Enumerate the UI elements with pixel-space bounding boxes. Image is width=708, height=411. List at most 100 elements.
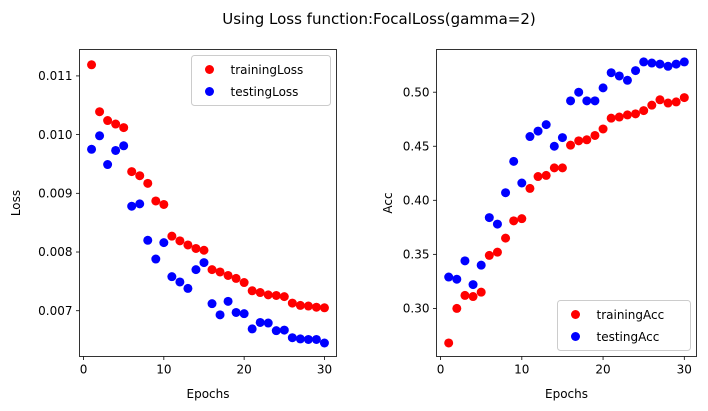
- data-point: [223, 270, 233, 280]
- legend-entry-label: trainingLoss: [231, 63, 304, 77]
- data-point: [452, 274, 462, 284]
- data-point: [295, 300, 305, 310]
- data-point: [549, 141, 559, 151]
- data-point: [671, 97, 681, 107]
- data-point: [175, 277, 185, 287]
- data-point: [239, 278, 249, 288]
- figure-title: Using Loss function:FocalLoss(gamma=2): [222, 10, 535, 28]
- data-point: [127, 167, 137, 177]
- data-point: [533, 172, 543, 182]
- data-point: [541, 120, 551, 130]
- data-point: [598, 83, 608, 93]
- data-point: [271, 290, 281, 300]
- y-axis-label: Acc: [381, 192, 395, 213]
- data-point: [452, 303, 462, 313]
- y-tick-label: 0.009: [38, 187, 72, 201]
- y-tick-label: 0.007: [38, 304, 72, 318]
- data-point: [167, 231, 177, 241]
- data-point: [557, 133, 567, 143]
- x-tick-label: 20: [595, 363, 610, 377]
- data-point: [263, 318, 273, 328]
- data-point: [191, 243, 201, 253]
- chart-panel-1: 0 10 20 30 0.007 0.008 0.009 0.010 0.011 Epochs Lo…: [9, 49, 337, 401]
- data-point: [484, 250, 494, 260]
- data-point: [183, 283, 193, 293]
- data-point: [639, 57, 649, 67]
- data-point: [566, 140, 576, 150]
- data-point: [639, 106, 649, 116]
- data-point: [223, 296, 233, 306]
- data-point: [663, 98, 673, 108]
- data-point: [231, 273, 241, 283]
- data-point: [111, 145, 121, 155]
- data-point: [679, 93, 689, 103]
- y-tick-label: 0.45: [403, 139, 430, 153]
- data-point: [468, 280, 478, 290]
- x-tick-label: 10: [156, 363, 171, 377]
- series-trainingAcc: [444, 93, 689, 348]
- data-point: [287, 298, 297, 308]
- x-tick-label: 0: [437, 363, 445, 377]
- data-point: [557, 163, 567, 173]
- data-point: [647, 100, 657, 110]
- data-point: [590, 96, 600, 106]
- data-point: [484, 213, 494, 223]
- data-point: [279, 292, 289, 302]
- data-point: [311, 334, 321, 344]
- data-point: [183, 240, 193, 250]
- legend-entry-label: trainingAcc: [597, 308, 665, 322]
- data-point: [159, 199, 169, 209]
- data-point: [614, 112, 624, 122]
- y-tick-label: 0.35: [403, 248, 430, 262]
- data-point: [631, 66, 641, 76]
- data-point: [271, 326, 281, 336]
- data-point: [647, 58, 657, 68]
- data-point: [533, 126, 543, 136]
- legend-marker: [571, 332, 580, 341]
- data-point: [549, 163, 559, 173]
- data-point: [303, 301, 313, 311]
- x-tick-label: 20: [237, 363, 252, 377]
- data-point: [622, 110, 632, 120]
- data-point: [606, 68, 616, 78]
- data-point: [501, 233, 511, 243]
- data-point: [566, 96, 576, 106]
- legend-marker: [205, 87, 214, 96]
- data-point: [614, 71, 624, 81]
- data-point: [135, 199, 145, 209]
- data-point: [215, 310, 225, 320]
- y-tick-label: 0.008: [38, 245, 72, 259]
- data-point: [199, 245, 209, 255]
- data-point: [239, 309, 249, 319]
- data-point: [319, 303, 329, 313]
- data-point: [151, 254, 161, 264]
- data-point: [159, 238, 169, 248]
- y-tick-label: 0.40: [403, 193, 430, 207]
- y-tick-label: 0.30: [403, 302, 430, 316]
- data-point: [279, 325, 289, 335]
- legend-entry-label: testingAcc: [597, 330, 660, 344]
- legend-marker: [571, 310, 580, 319]
- y-tick-label: 0.50: [403, 85, 430, 99]
- data-point: [655, 59, 665, 69]
- data-point: [119, 141, 129, 151]
- data-point: [311, 302, 321, 312]
- data-point: [606, 113, 616, 123]
- data-point: [663, 61, 673, 71]
- data-point: [468, 292, 478, 302]
- data-point: [207, 299, 217, 309]
- series-trainingLoss: [87, 60, 329, 313]
- data-point: [119, 123, 129, 133]
- data-point: [215, 267, 225, 277]
- data-point: [598, 124, 608, 134]
- data-point: [671, 59, 681, 69]
- data-point: [501, 188, 511, 198]
- legend-frame: [191, 55, 331, 106]
- data-point: [622, 75, 632, 85]
- data-point: [207, 265, 217, 275]
- data-point: [460, 290, 470, 300]
- data-point: [143, 178, 153, 188]
- data-point: [517, 214, 527, 224]
- data-point: [476, 260, 486, 270]
